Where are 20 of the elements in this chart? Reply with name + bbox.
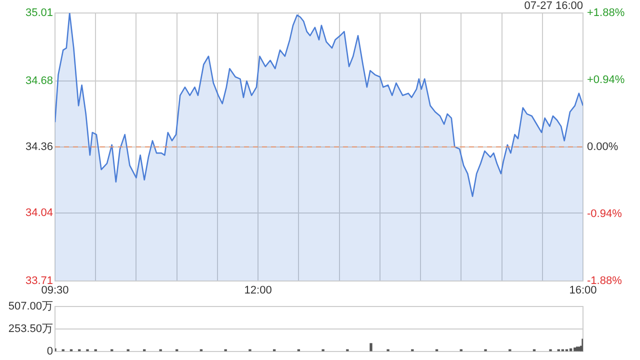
y2-tick-label: +0.94% (587, 74, 625, 86)
y-tick-label: 33.71 (25, 274, 53, 287)
y-tick-label: 253.50万 (8, 323, 53, 336)
y-tick-label: 34.36 (25, 140, 53, 153)
bar (370, 343, 372, 352)
bar (576, 346, 579, 352)
y-tick-label: 34.68 (25, 75, 53, 88)
x-tick-label: 09:30 (41, 284, 69, 296)
y2-tick-label: +1.88% (587, 7, 625, 20)
x-tick-label: 16:00 (569, 284, 597, 296)
y-tick-label: 0 (46, 345, 53, 358)
y2-tick-label: 0.00% (587, 140, 618, 153)
y2-tick-label: -1.88% (587, 274, 622, 287)
y-tick-label: 507.00万 (8, 300, 53, 313)
text: 07-27 16:00 (524, 0, 583, 12)
y2-tick-label: -0.94% (587, 208, 622, 220)
y-tick-label: 35.01 (25, 7, 53, 20)
y-tick-label: 34.04 (25, 206, 53, 219)
x-tick-label: 12:00 (244, 284, 272, 296)
bar (574, 348, 576, 352)
